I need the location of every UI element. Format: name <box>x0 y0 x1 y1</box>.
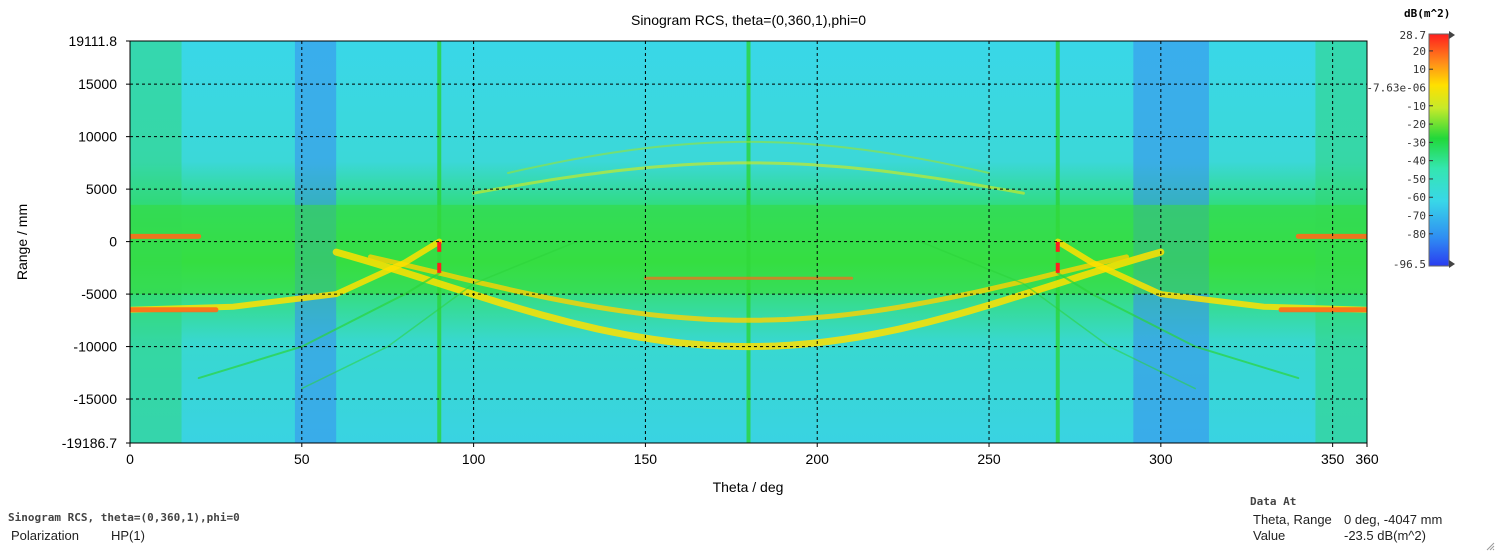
colorbar-ticks: 28.7 20 10 -10 -20 -30 -40 -50 -60 -70 -80 -7.63e-0… <box>1366 29 1433 271</box>
y-axis-ticks: 19111.8 15000 10000 5000 0 -5000 -10000 -15000 -… <box>62 33 130 451</box>
peak-spot <box>1055 241 1060 252</box>
colorbar-tick-label: -70 <box>1406 210 1426 223</box>
x-tick-label: 150 <box>634 451 658 467</box>
resize-grip-icon[interactable] <box>1485 541 1495 551</box>
peak-spot <box>1055 262 1060 273</box>
theta-range-label: Theta, Range <box>1253 512 1332 527</box>
y-tick-label: 19111.8 <box>68 33 117 49</box>
x-tick-label: 0 <box>126 451 134 467</box>
colorbar-tick-label: -50 <box>1406 173 1426 186</box>
y-tick-label: -19186.7 <box>62 435 117 451</box>
y-tick-label: 0 <box>109 234 117 250</box>
sinogram-trace <box>368 254 1129 323</box>
colorbar-tick-label: -80 <box>1406 228 1426 241</box>
data-at-title: Data At <box>1250 495 1297 508</box>
colorbar-tick-label: 10 <box>1413 63 1426 76</box>
grid-lines <box>130 41 1367 443</box>
y-tick-label: 10000 <box>78 129 117 145</box>
y-tick-label: -5000 <box>81 286 117 302</box>
colorbar-gradient <box>1428 33 1450 267</box>
sinogram-trace <box>1056 272 1300 380</box>
y-tick-label: -15000 <box>73 391 117 407</box>
info-title: Sinogram RCS, theta=(0,360,1),phi=0 <box>8 511 240 524</box>
x-axis-label: Theta / deg <box>712 479 784 495</box>
x-tick-label: 200 <box>806 451 830 467</box>
sinogram-trace <box>197 272 441 380</box>
heatmap-area <box>130 41 1367 443</box>
colorbar: 28.7 20 10 -10 -20 -30 -40 -50 -60 -70 -80 -7.63e-0… <box>1366 29 1455 271</box>
colorbar-tick-label: 20 <box>1413 45 1426 58</box>
value-label: Value <box>1253 528 1286 543</box>
colorbar-unit-label: dB(m^2) <box>1404 7 1451 20</box>
y-tick-label: 5000 <box>86 181 117 197</box>
peak-spot <box>437 262 442 273</box>
colorbar-tick-label: -30 <box>1406 136 1426 149</box>
x-tick-label: 360 <box>1355 451 1379 467</box>
y-tick-label: -10000 <box>73 339 117 355</box>
x-tick-label: 300 <box>1149 451 1173 467</box>
colorbar-min-label: -96.5 <box>1393 258 1426 271</box>
colorbar-min-marker-icon[interactable] <box>1449 260 1455 268</box>
sinogram-trace <box>919 240 1196 390</box>
theta-range-value: 0 deg, -4047 mm <box>1344 512 1443 527</box>
chart-title: Sinogram RCS, theta=(0,360,1),phi=0 <box>630 12 867 28</box>
sinogram-trace <box>301 240 578 390</box>
x-tick-label: 250 <box>977 451 1001 467</box>
main-return-band <box>130 204 1367 295</box>
colorbar-max-label: 28.7 <box>1400 29 1427 42</box>
colorbar-tick-label: -10 <box>1406 100 1426 113</box>
colorbar-max-marker-icon[interactable] <box>1449 31 1455 39</box>
sinogram-trace <box>507 140 990 174</box>
x-tick-label: 100 <box>462 451 486 467</box>
colorbar-tick-label: -20 <box>1406 118 1426 131</box>
x-axis-ticks: 0 50 100 150 200 250 300 350 360 <box>126 443 1379 467</box>
polarization-value: HP(1) <box>111 528 145 543</box>
x-tick-label: 350 <box>1321 451 1345 467</box>
value-value: -23.5 dB(m^2) <box>1344 528 1426 543</box>
colorbar-tick-label: -40 <box>1406 155 1426 168</box>
polarization-label: Polarization <box>11 528 79 543</box>
colorbar-zero-label: -7.63e-06 <box>1366 81 1426 94</box>
y-axis-label: Range / mm <box>14 203 30 281</box>
y-tick-label: 15000 <box>78 76 117 92</box>
colorbar-tick-label: -60 <box>1406 191 1426 204</box>
sinogram-trace <box>472 161 1025 195</box>
x-tick-label: 50 <box>294 451 310 467</box>
peak-spot <box>437 241 442 252</box>
